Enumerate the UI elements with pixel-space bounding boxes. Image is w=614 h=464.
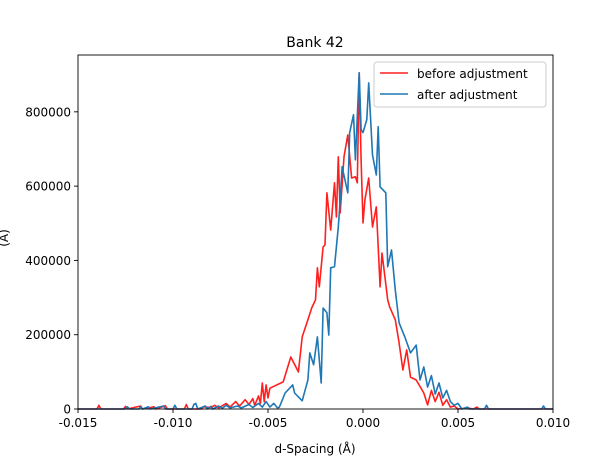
series-line-before-adjustment <box>78 72 553 410</box>
y-tick-label: 0 <box>63 403 71 417</box>
y-tick-label: 400000 <box>25 254 71 268</box>
x-tick-label: -0.010 <box>154 416 193 430</box>
x-tick-label: 0.010 <box>536 416 570 430</box>
plot-lines <box>78 72 553 410</box>
x-tick-label: -0.005 <box>249 416 288 430</box>
chart-title: Bank 42 <box>286 35 343 51</box>
legend-label-after: after adjustment <box>417 88 518 102</box>
y-axis: 0 200000 400000 600000 800000 <box>25 105 78 417</box>
y-tick-label: 600000 <box>25 180 71 194</box>
series-line-after-adjustment <box>78 72 553 410</box>
y-axis-label: (Å) <box>0 229 11 247</box>
x-axis: -0.015 -0.010 -0.005 0.000 0.005 0.010 <box>59 409 570 430</box>
x-axis-label: d-Spacing (Å) <box>274 441 355 456</box>
legend: before adjustment after adjustment <box>373 61 547 108</box>
y-tick-label: 800000 <box>25 105 71 119</box>
x-tick-label: 0.000 <box>346 416 380 430</box>
legend-box <box>373 61 547 108</box>
legend-label-before: before adjustment <box>417 67 528 81</box>
x-tick-label: 0.005 <box>441 416 475 430</box>
y-tick-label: 200000 <box>25 328 71 342</box>
axes-frame <box>77 54 554 410</box>
x-tick-label: -0.015 <box>59 416 98 430</box>
